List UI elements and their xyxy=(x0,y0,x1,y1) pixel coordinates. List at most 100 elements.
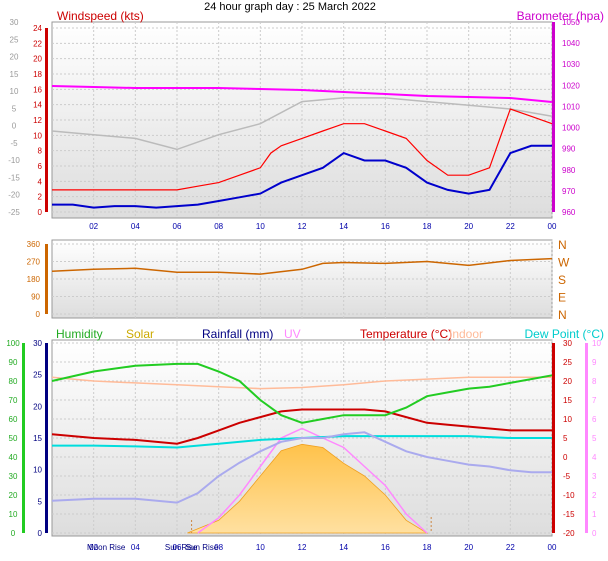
windspeed-tick: 16 xyxy=(33,85,42,94)
x-tick-20: 20 xyxy=(464,543,473,552)
compass-E: E xyxy=(558,291,566,305)
uv-tick: 7 xyxy=(592,396,597,405)
x-tick-02: 02 xyxy=(89,543,98,552)
windspeed-tick: 0 xyxy=(38,208,43,217)
barometer-tick: 960 xyxy=(562,208,576,217)
humidity-tick: 50 xyxy=(9,434,18,443)
uv-tick: 2 xyxy=(592,491,597,500)
temperature-tick: -5 xyxy=(563,472,571,481)
uv-tick: 4 xyxy=(592,453,597,462)
humidity-tick: 30 xyxy=(9,472,18,481)
event-label-2: Sun Rise xyxy=(186,543,219,552)
wind-outer-tick: 0 xyxy=(12,122,17,131)
barometer-line xyxy=(51,85,553,103)
x-tick-00: 00 xyxy=(548,543,557,552)
barometer-tick: 1000 xyxy=(562,124,580,133)
temperature-label: Temperature (°C) xyxy=(360,327,452,341)
solar-area xyxy=(187,443,429,534)
windspeed-tick: 20 xyxy=(33,55,42,64)
temperature-tick: -10 xyxy=(563,491,575,500)
x-tick-02: 02 xyxy=(89,222,98,231)
uv-axis-bar xyxy=(585,343,588,533)
wind-outer-tick: 30 xyxy=(10,18,19,27)
temperature-tick: -20 xyxy=(563,529,575,538)
humidity-tick: 0 xyxy=(11,529,16,538)
barometer-axis-bar xyxy=(552,22,555,212)
humidity-axis-bar xyxy=(22,343,25,533)
temperature-axis-bar xyxy=(552,343,555,533)
x-tick-08: 08 xyxy=(214,222,223,231)
windspeed-tick: 10 xyxy=(33,131,42,140)
x-tick-14: 14 xyxy=(339,543,348,552)
uv-tick: 5 xyxy=(592,434,597,443)
x-tick-06: 06 xyxy=(173,222,182,231)
x-tick-04: 04 xyxy=(131,543,140,552)
direction-tick: 180 xyxy=(27,275,41,284)
humidity-tick: 90 xyxy=(9,358,18,367)
windspeed-tick: 22 xyxy=(33,39,42,48)
solar-label: Solar xyxy=(126,327,154,341)
wind-outer-tick: -25 xyxy=(8,208,20,217)
compass-N: N xyxy=(558,238,567,252)
direction-tick: 90 xyxy=(31,293,40,302)
windspeed-tick: 24 xyxy=(33,24,42,33)
uv-tick: 8 xyxy=(592,377,597,386)
barometer-tick: 1020 xyxy=(562,81,580,90)
x-tick-18: 18 xyxy=(423,222,432,231)
windspeed-label: Windspeed (kts) xyxy=(57,9,144,23)
rainfall-tick: 25 xyxy=(33,371,42,380)
barometer-tick: 1050 xyxy=(562,18,580,27)
x-tick-06: 06 xyxy=(173,543,182,552)
direction-tick: 360 xyxy=(27,240,41,249)
wind-gray-line xyxy=(51,97,553,151)
wind-outer-tick: 10 xyxy=(10,87,19,96)
uv-tick: 1 xyxy=(592,510,597,519)
barometer-tick: 970 xyxy=(562,187,576,196)
x-tick-10: 10 xyxy=(256,222,265,231)
humidity-line xyxy=(51,362,553,424)
temperature-tick: 15 xyxy=(563,396,572,405)
windspeed-tick: 18 xyxy=(33,70,42,79)
uv-label: UV xyxy=(284,327,301,341)
humidity-tick: 40 xyxy=(9,453,18,462)
uv-tick: 10 xyxy=(592,339,601,348)
rainfall-tick: 30 xyxy=(33,339,42,348)
wind-outer-tick: -5 xyxy=(10,139,18,148)
barometer-tick: 1030 xyxy=(562,60,580,69)
indoor-temperature-line xyxy=(51,376,552,390)
x-tick-22: 22 xyxy=(506,222,515,231)
humidity-tick: 70 xyxy=(9,396,18,405)
temperature-tick: -15 xyxy=(563,510,575,519)
temperature-tick: 5 xyxy=(563,434,568,443)
rainfall-tick: 0 xyxy=(38,529,43,538)
wind-outer-tick: 5 xyxy=(12,104,17,113)
windspeed-tick: 14 xyxy=(33,101,42,110)
temperature-tick: 30 xyxy=(563,339,572,348)
x-tick-20: 20 xyxy=(464,222,473,231)
windspeed-tick: 12 xyxy=(33,116,42,125)
temperature-tick: 10 xyxy=(563,415,572,424)
event-label-0: Moon Rise xyxy=(87,543,126,552)
humidity-tick: 20 xyxy=(9,491,18,500)
compass-N: N xyxy=(558,308,567,322)
barometer-tick: 1010 xyxy=(562,102,580,111)
barometer-tick: 1040 xyxy=(562,39,580,48)
x-tick-16: 16 xyxy=(381,222,390,231)
wind-outer-tick: -15 xyxy=(8,173,20,182)
uv-index-line xyxy=(197,427,428,534)
rainfall-label: Rainfall (mm) xyxy=(202,327,273,341)
compass-S: S xyxy=(558,273,566,287)
wind-gust-line xyxy=(52,108,553,191)
humidity-tick: 80 xyxy=(9,377,18,386)
rainfall-axis-bar xyxy=(45,343,48,533)
direction-tick: 0 xyxy=(36,310,41,319)
barometer-tick: 980 xyxy=(562,166,576,175)
windspeed-tick: 2 xyxy=(38,193,43,202)
rainfall-tick: 10 xyxy=(33,466,42,475)
event-label-1: Sun Rise xyxy=(165,543,198,552)
temperature-tick: 25 xyxy=(563,358,572,367)
uv-tick: 6 xyxy=(592,415,597,424)
x-tick-00: 00 xyxy=(548,222,557,231)
windspeed-axis-bar xyxy=(45,28,48,212)
